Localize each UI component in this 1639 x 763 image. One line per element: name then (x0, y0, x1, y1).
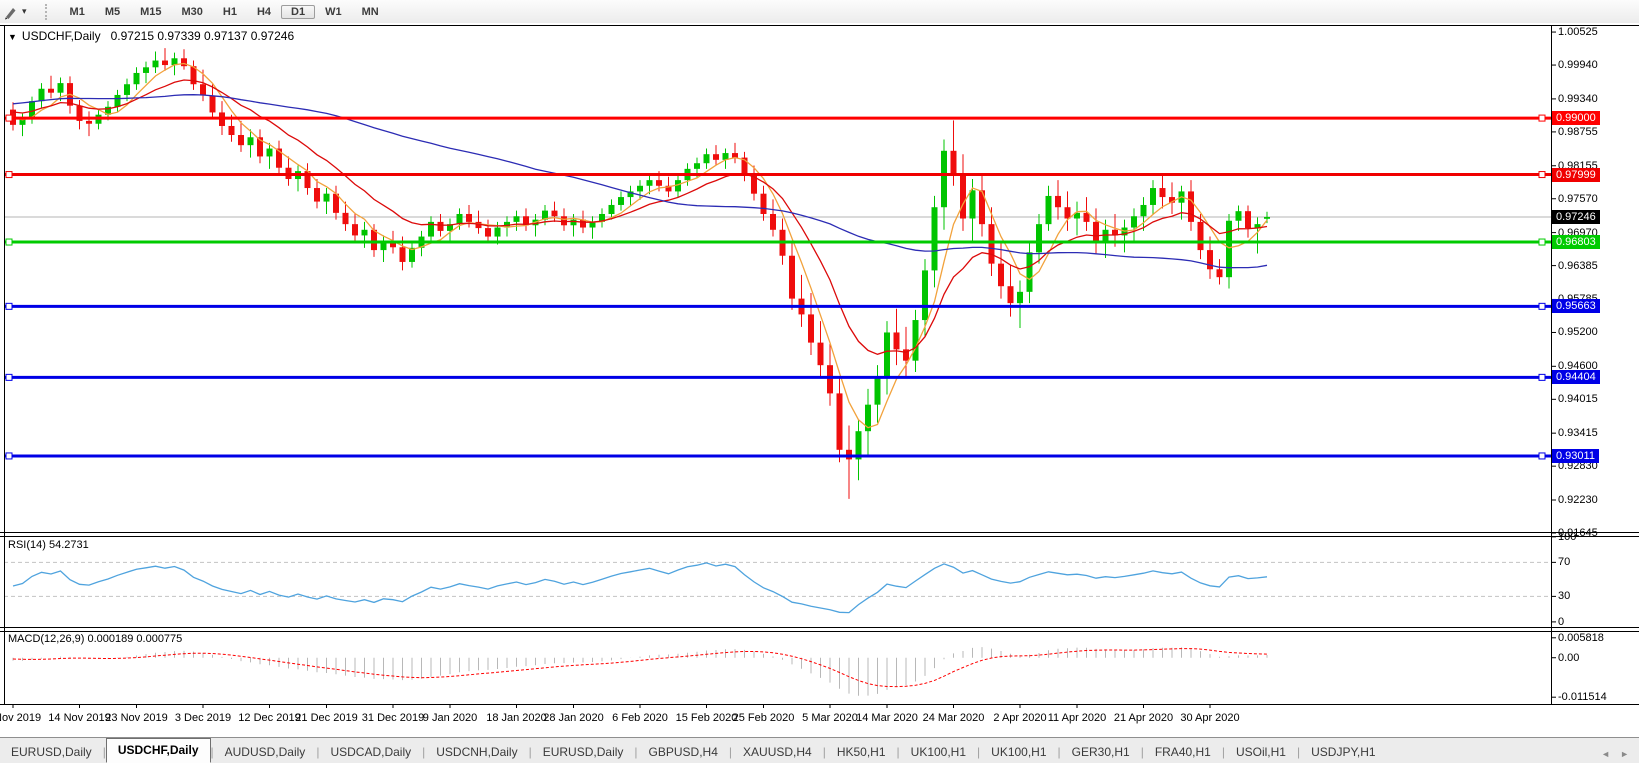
timeframe-button-h1[interactable]: H1 (222, 5, 237, 18)
timeframe-toolbar: ▾ M1 M5 M15 M30 H1 H4 D1 W1 MN (0, 0, 1639, 24)
chart-tab-uk100-h1[interactable]: UK100,H1 (910, 745, 967, 759)
moving-average-lines (12, 62, 1268, 429)
tab-separator: | (728, 745, 733, 759)
chart-tab-xauusd-h4[interactable]: XAUUSD,H4 (743, 745, 812, 759)
tab-separator: | (1057, 745, 1061, 759)
tab-separator: | (528, 745, 532, 759)
tab-separator: | (822, 745, 826, 759)
price-chart-svg[interactable] (0, 23, 1639, 738)
draw-tool-icon[interactable] (0, 2, 22, 22)
timeframe-button-m30[interactable]: M30 (181, 5, 203, 18)
chart-tab-bar: EURUSD,Daily | USDCHF,Daily | AUDUSD,Daily | U… (0, 737, 1639, 763)
tab-scroll-right-icon[interactable]: ► (1620, 749, 1629, 759)
chart-tab-usdchf-daily[interactable]: USDCHF,Daily (105, 738, 211, 763)
toolbar-grip (44, 3, 50, 20)
tab-separator: | (977, 745, 981, 759)
timeframe-button-m15[interactable]: M15 (140, 5, 162, 18)
chart-area[interactable]: ▼ USDCHF,Daily 0.97215 0.97339 0.97137 0.9… (0, 23, 1639, 738)
tab-separator: | (210, 745, 214, 759)
chart-tab-audusd-daily[interactable]: AUDUSD,Daily (224, 745, 306, 759)
tab-separator: | (316, 745, 320, 759)
chart-tab-uk100-h1[interactable]: UK100,H1 (991, 745, 1047, 759)
tab-separator: | (1221, 745, 1225, 759)
macd-panel (12, 647, 1268, 696)
tab-separator: | (1140, 745, 1144, 759)
tab-scroll-left-icon[interactable]: ◄ (1601, 749, 1611, 759)
chart-tab-ger30-h1[interactable]: GER30,H1 (1071, 745, 1130, 759)
timeframe-button-d1[interactable]: D1 (281, 4, 316, 19)
candlesticks (10, 48, 1270, 499)
horizontal-level-lines (4, 114, 1551, 460)
chart-tab-usoil-h1[interactable]: USOil,H1 (1235, 745, 1286, 759)
tab-separator: | (634, 745, 638, 759)
timeframe-button-m5[interactable]: M5 (104, 5, 121, 18)
chart-tab-eurusd-daily[interactable]: EURUSD,Daily (542, 745, 624, 759)
timeframe-button-w1[interactable]: W1 (325, 5, 342, 18)
timeframe-button-h4[interactable]: H4 (256, 5, 272, 18)
chart-tab-usdcnh-daily[interactable]: USDCNH,Daily (436, 745, 518, 759)
chart-tab-gbpusd-h4[interactable]: GBPUSD,H4 (648, 745, 718, 759)
chart-tab-fra40-h1[interactable]: FRA40,H1 (1154, 745, 1211, 759)
timeframe-button-mn[interactable]: MN (361, 5, 379, 18)
axis-tick-marks (12, 31, 1556, 708)
panel-borders (0, 25, 1639, 705)
rsi-panel (4, 561, 1551, 614)
chart-tab-usdcad-daily[interactable]: USDCAD,Daily (330, 745, 412, 759)
timeframe-button-m1[interactable]: M1 (69, 5, 85, 18)
chart-tab-usdjpy-h1[interactable]: USDJPY,H1 (1311, 745, 1376, 759)
timeframe-buttons: M1 M5 M15 M30 H1 H4 D1 W1 MN (60, 2, 389, 22)
tab-separator: | (102, 745, 106, 759)
tab-separator: | (896, 745, 900, 759)
tab-separator: | (422, 745, 426, 759)
draw-tool-dropdown-icon[interactable]: ▾ (22, 6, 27, 16)
chart-tab-hk50-h1[interactable]: HK50,H1 (836, 745, 886, 759)
chart-tab-eurusd-daily[interactable]: EURUSD,Daily (11, 745, 92, 759)
tab-separator: | (1296, 745, 1301, 759)
